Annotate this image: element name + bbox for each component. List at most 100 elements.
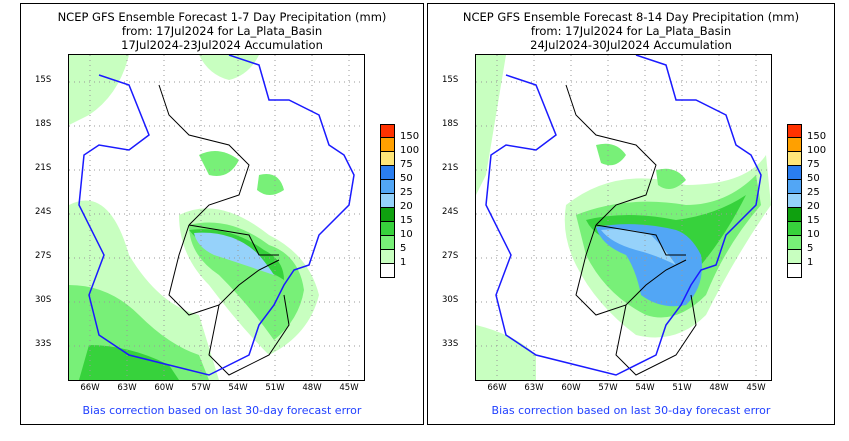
legend-swatch [787,166,802,180]
legend-label: 100 [400,145,420,156]
lon-label: 66W [80,383,100,393]
legend-swatch [380,124,395,138]
precip-contour [199,55,259,80]
lat-label: 24S [35,207,52,217]
legend-label: 20 [807,201,820,212]
lat-label: 24S [442,207,459,217]
lat-label: 33S [442,339,459,349]
legend-swatch [380,180,395,194]
title-line: NCEP GFS Ensemble Forecast 8-14 Day Prec… [462,10,800,24]
lon-label: 63W [524,383,544,393]
precip-contour [476,55,506,195]
precip-contour [194,232,274,275]
legend-swatch [787,180,802,194]
legend-label: 50 [807,173,820,184]
lat-label: 18S [442,119,459,129]
legend-label: 15 [807,215,820,226]
map-title: NCEP GFS Ensemble Forecast 8-14 Day Prec… [428,10,834,52]
precip-contour [69,55,129,125]
basin-outline [485,55,762,376]
precipitation-map [68,54,365,381]
lat-label: 30S [442,295,459,305]
country-border [595,224,686,256]
precip-contour [601,229,676,265]
lon-label: 51W [672,383,692,393]
legend-label: 10 [400,229,413,240]
legend-swatch [380,194,395,208]
lat-label: 21S [35,163,52,173]
lon-label: 60W [154,383,174,393]
lon-label: 66W [487,383,507,393]
legend-swatch [787,250,802,264]
legend-label: 20 [400,201,413,212]
color-legend: 150 100 75 50 25 20 15 10 5 1 [380,124,419,278]
legend-label: 1 [807,257,814,268]
lon-label: 54W [228,383,248,393]
legend-swatch [380,222,395,236]
legend-swatch [787,194,802,208]
legend-label: 75 [807,159,820,170]
legend-swatch [380,208,395,222]
title-line: 17Jul2024-23Jul2024 Accumulation [121,38,323,52]
title-line: from: 17Jul2024 for La_Plata_Basin [530,24,732,38]
legend-swatch [787,208,802,222]
forecast-panel-week1: NCEP GFS Ensemble Forecast 1-7 Day Preci… [20,3,424,425]
precipitation-map [475,54,772,381]
legend-label: 75 [400,159,413,170]
precip-contour [257,174,284,195]
legend-label: 1 [400,257,407,268]
legend-swatch [380,166,395,180]
basin-outline [78,55,355,376]
lat-label: 18S [35,119,52,129]
lon-label: 54W [635,383,655,393]
lat-label: 21S [442,163,459,173]
lon-label: 51W [265,383,285,393]
legend-swatch [787,138,802,152]
lat-label: 33S [35,339,52,349]
legend-swatch [380,250,395,264]
bias-correction-note: Bias correction based on last 30-day for… [82,404,362,417]
legend-label: 50 [400,173,413,184]
lat-label: 27S [442,251,459,261]
lat-label: 27S [35,251,52,261]
precip-contour [79,345,179,380]
precip-contour [596,143,626,166]
lon-label: 60W [561,383,581,393]
legend-label: 150 [400,131,420,142]
legend-label: 5 [807,243,814,254]
bias-correction-note: Bias correction based on last 30-day for… [491,404,771,417]
country-border [575,224,687,316]
color-legend: 150 100 75 50 25 20 15 10 5 1 [787,124,826,278]
legend-label: 10 [807,229,820,240]
forecast-panel-week2: NCEP GFS Ensemble Forecast 8-14 Day Prec… [427,3,835,425]
legend-swatch [787,264,802,278]
lat-label: 30S [35,295,52,305]
precip-contour [199,151,239,176]
legend-swatch [787,222,802,236]
precip-contour [476,325,536,380]
map-title: NCEP GFS Ensemble Forecast 1-7 Day Preci… [21,10,423,52]
country-border [615,294,697,376]
legend-swatch [380,138,395,152]
legend-label: 15 [400,215,413,226]
title-line: from: 17Jul2024 for La_Plata_Basin [121,24,323,38]
legend-label: 25 [400,187,413,198]
lon-label: 57W [598,383,618,393]
lon-label: 45W [746,383,766,393]
lat-label: 15S [35,75,52,85]
lon-label: 48W [709,383,729,393]
legend-label: 100 [807,145,827,156]
lat-label: 15S [442,75,459,85]
legend-swatch [380,264,395,278]
legend-label: 25 [807,187,820,198]
lon-label: 48W [302,383,322,393]
legend-swatch [787,236,802,250]
country-border [168,224,280,316]
country-border [188,224,279,256]
legend-swatch [787,124,802,138]
legend-label: 5 [400,243,407,254]
legend-swatch [787,152,802,166]
legend-swatch [380,152,395,166]
lon-label: 63W [117,383,137,393]
country-border [158,84,250,226]
